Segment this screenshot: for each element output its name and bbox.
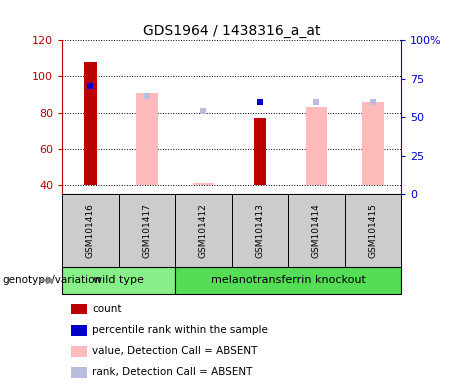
Bar xyxy=(362,102,384,185)
Text: GSM101413: GSM101413 xyxy=(255,203,265,258)
Text: GSM101415: GSM101415 xyxy=(368,203,378,258)
Title: GDS1964 / 1438316_a_at: GDS1964 / 1438316_a_at xyxy=(143,24,320,38)
Text: GSM101412: GSM101412 xyxy=(199,203,208,258)
Bar xyxy=(288,194,344,267)
Bar xyxy=(118,194,175,267)
Bar xyxy=(193,183,214,185)
Bar xyxy=(62,267,175,294)
Bar xyxy=(175,194,231,267)
Text: genotype/variation: genotype/variation xyxy=(2,275,101,285)
Bar xyxy=(306,107,327,185)
Text: GSM101416: GSM101416 xyxy=(86,203,95,258)
Text: GSM101414: GSM101414 xyxy=(312,203,321,258)
Text: GSM101417: GSM101417 xyxy=(142,203,152,258)
Text: value, Detection Call = ABSENT: value, Detection Call = ABSENT xyxy=(92,346,258,356)
Bar xyxy=(136,93,158,185)
Bar xyxy=(62,194,118,267)
Bar xyxy=(231,194,288,267)
Bar xyxy=(84,62,97,185)
Text: count: count xyxy=(92,304,122,314)
Bar xyxy=(344,194,401,267)
Bar xyxy=(175,267,401,294)
Text: melanotransferrin knockout: melanotransferrin knockout xyxy=(211,275,366,285)
Text: percentile rank within the sample: percentile rank within the sample xyxy=(92,325,268,335)
Text: rank, Detection Call = ABSENT: rank, Detection Call = ABSENT xyxy=(92,367,253,377)
Text: wild type: wild type xyxy=(93,275,144,285)
Bar xyxy=(254,118,266,185)
